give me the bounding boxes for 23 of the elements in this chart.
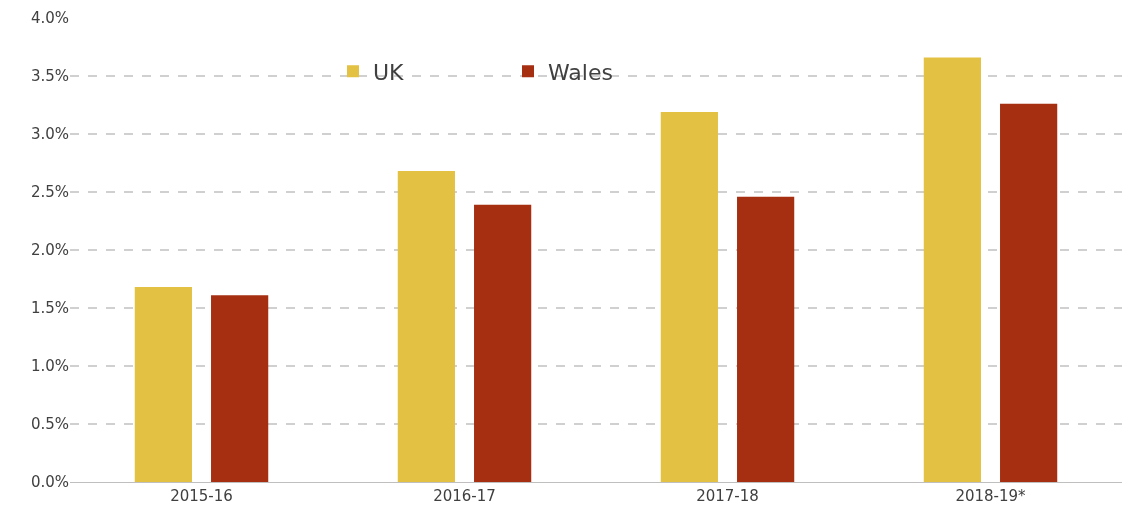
x-tick-label: 2018-19* [955,487,1027,505]
bar [737,196,795,482]
x-tick-label: 2016-17 [433,487,496,505]
bar [397,171,455,482]
bar [1000,103,1058,482]
bar [474,204,532,482]
y-tick-label: 1.5% [30,299,69,318]
bar [923,57,981,482]
y-tick-label: 0.0% [30,473,69,492]
y-tick-label: 0.5% [30,415,69,434]
legend-label: Wales [548,59,613,85]
x-tick-label: 2015-16 [170,487,233,505]
x-tick-label: 2017-18 [696,487,759,505]
y-tick-label: 3.5% [30,67,69,86]
legend-label: UK [373,59,405,85]
y-tick-label: 2.0% [30,241,69,260]
y-tick-label: 4.0% [30,9,69,28]
y-tick-label: 3.0% [30,125,69,144]
bar [660,111,718,482]
y-tick-label: 1.0% [30,357,69,376]
y-tick-label: 2.5% [30,183,69,202]
bar [134,287,192,482]
bar [211,295,269,482]
